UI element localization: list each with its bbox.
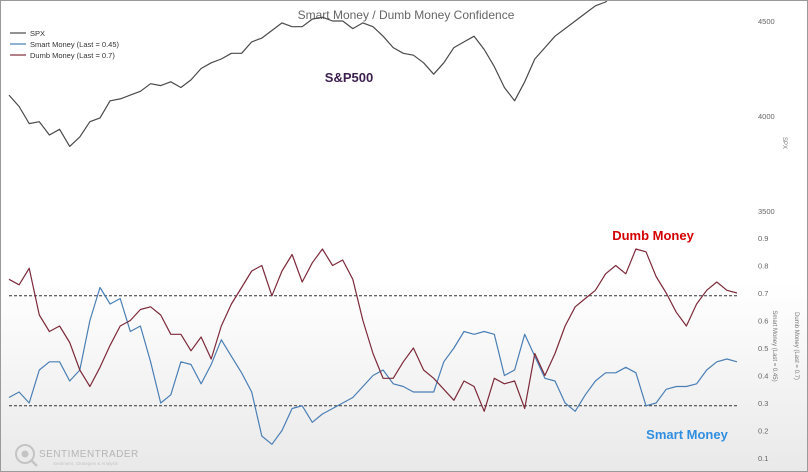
logo-name: SENTIMENTRADER xyxy=(39,449,139,460)
legend-label-smart-money: Smart Money (Last = 0.45) xyxy=(30,40,119,49)
reference-lines xyxy=(9,295,737,407)
spx-tick-label: 4500 xyxy=(758,17,775,26)
confidence-tick-label: 0.3 xyxy=(758,399,768,408)
sp500-annotation: S&P500 xyxy=(325,70,373,85)
smart-money-axis-label: Smart Money (Last = 0.45) xyxy=(771,310,777,381)
smart-money-annotation: Smart Money xyxy=(646,427,728,442)
spx-tick-label: 4000 xyxy=(758,112,775,121)
confidence-axis-ticks: 0.1 0.2 0.3 0.4 0.5 0.6 0.7 0.8 0.9 xyxy=(758,234,768,463)
confidence-tick-label: 0.5 xyxy=(758,344,768,353)
legend-label-spx: SPX xyxy=(30,29,45,38)
dumb-money-series-line xyxy=(8,248,738,412)
confidence-tick-label: 0.6 xyxy=(758,317,768,326)
confidence-tick-label: 0.2 xyxy=(758,427,768,436)
spx-axis-ticks: 3500 4000 4500 xyxy=(758,17,775,216)
spx-axis-label: SPX xyxy=(781,137,787,149)
logo-dot-icon xyxy=(21,450,29,458)
logo-ring-icon xyxy=(15,444,35,464)
dumb-money-axis-label: Dumb Money (Last = 0.7) xyxy=(793,312,799,380)
smart-money-series-line xyxy=(8,286,738,445)
spx-tick-label: 3500 xyxy=(758,207,775,216)
confidence-tick-label: 0.7 xyxy=(758,289,768,298)
dumb-money-annotation: Dumb Money xyxy=(612,228,694,243)
series-lines xyxy=(8,1,738,445)
confidence-tick-label: 0.4 xyxy=(758,372,768,381)
sentimentrader-logo: SENTIMENTRADER Sentiment, Strategies & A… xyxy=(15,444,139,467)
spx-series-line xyxy=(8,1,608,147)
logo-tagline: Sentiment, Strategies & Analysis xyxy=(53,461,119,466)
legend: SPX Smart Money (Last = 0.45) Dumb Money… xyxy=(10,29,119,60)
confidence-tick-label: 0.9 xyxy=(758,234,768,243)
logo-handle-icon xyxy=(30,459,38,467)
confidence-tick-label: 0.8 xyxy=(758,262,768,271)
chart-title: Smart Money / Dumb Money Confidence xyxy=(298,8,515,22)
confidence-tick-label: 0.1 xyxy=(758,454,768,463)
lower-panel-shading xyxy=(1,283,807,471)
legend-label-dumb-money: Dumb Money (Last = 0.7) xyxy=(30,51,115,60)
